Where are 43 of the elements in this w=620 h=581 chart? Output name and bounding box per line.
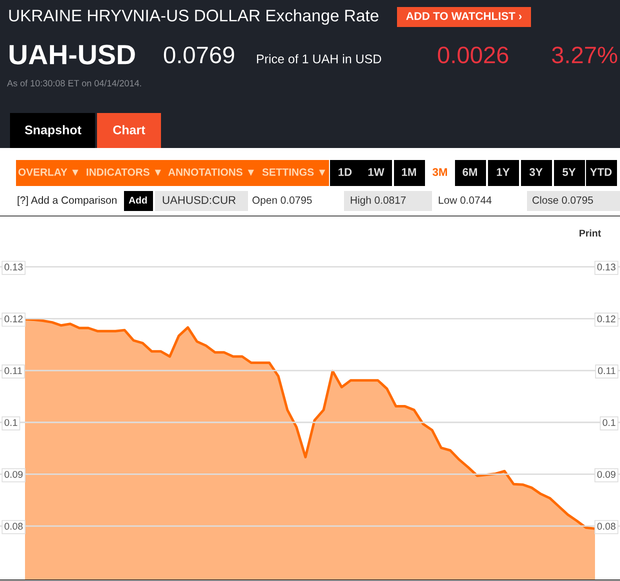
text: High 0.0817 bbox=[350, 196, 406, 206]
text: INDICATORS ▼ bbox=[86, 168, 161, 176]
text: As of 10:30:08 ET on 04/14/2014. bbox=[7, 80, 142, 86]
text: 1W bbox=[368, 168, 384, 176]
text: Price of 1 UAH in USD bbox=[257, 54, 382, 64]
y-tick-label: 0.13 bbox=[4, 264, 23, 270]
text: 0.11 bbox=[598, 367, 616, 374]
text: [?] Add a Comparison bbox=[18, 196, 116, 206]
text: Low 0.0744 bbox=[438, 196, 492, 204]
text: 6M bbox=[462, 168, 477, 176]
y-tick-label: 0.1 bbox=[4, 419, 18, 426]
text: UAHUSD:CUR bbox=[162, 196, 236, 204]
text: 0.0026 bbox=[438, 46, 508, 64]
text: Add bbox=[128, 196, 147, 204]
text: 5Y bbox=[562, 168, 576, 176]
text: 0.0769 bbox=[164, 46, 234, 64]
text: Open 0.0795 bbox=[252, 196, 312, 206]
text: ADD TO WATCHLIST › bbox=[406, 12, 522, 20]
text: 3Y bbox=[529, 168, 543, 176]
chart-title: UKRAINE HRYVNIA-US DOLLAR Exchange Rate bbox=[9, 9, 378, 25]
text: 3M bbox=[432, 168, 447, 176]
text: YTD bbox=[590, 168, 612, 176]
text: 0.1 bbox=[602, 419, 616, 426]
text: 0.09 bbox=[597, 470, 616, 478]
text: Snapshot bbox=[24, 125, 82, 137]
text: Chart bbox=[113, 125, 146, 134]
text: 1Y bbox=[496, 168, 510, 176]
text: 1D bbox=[338, 168, 352, 176]
text: SETTINGS ▼ bbox=[262, 168, 326, 176]
text: Close 0.0795 bbox=[532, 196, 593, 204]
text: UAH-USD bbox=[10, 44, 135, 64]
y-tick-label: 0.11 bbox=[4, 367, 22, 374]
y-tick-label: 0.12 bbox=[4, 315, 23, 322]
text: 3.27% bbox=[552, 46, 618, 64]
y-tick-label: 0.09 bbox=[4, 470, 23, 478]
text: OVERLAY ▼ bbox=[18, 168, 78, 176]
y-tick-label: 0.08 bbox=[4, 522, 23, 530]
text: 0.13 bbox=[597, 264, 616, 270]
text: 0.08 bbox=[597, 522, 616, 530]
text: 1M bbox=[402, 168, 416, 176]
text: ANNOTATIONS ▼ bbox=[168, 168, 254, 176]
text: 0.12 bbox=[597, 315, 616, 322]
annotation: Print bbox=[580, 229, 601, 237]
